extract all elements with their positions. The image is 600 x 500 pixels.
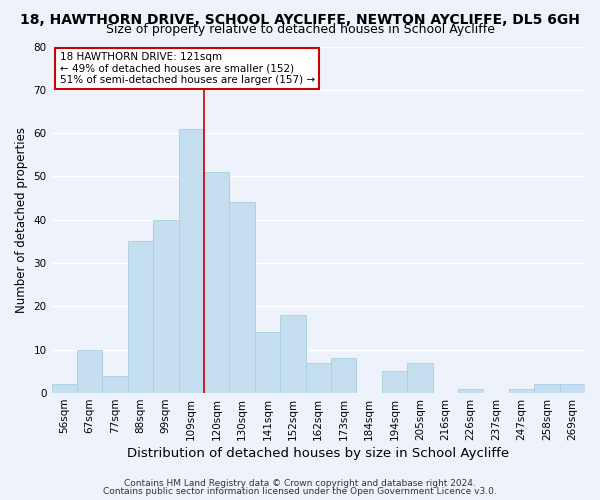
Text: 18, HAWTHORN DRIVE, SCHOOL AYCLIFFE, NEWTON AYCLIFFE, DL5 6GH: 18, HAWTHORN DRIVE, SCHOOL AYCLIFFE, NEW…: [20, 12, 580, 26]
Bar: [560, 384, 585, 393]
Bar: [103, 376, 128, 393]
Bar: [534, 384, 560, 393]
Bar: [153, 220, 179, 393]
Bar: [128, 242, 153, 393]
Text: Size of property relative to detached houses in School Aycliffe: Size of property relative to detached ho…: [106, 22, 494, 36]
Text: 18 HAWTHORN DRIVE: 121sqm
← 49% of detached houses are smaller (152)
51% of semi: 18 HAWTHORN DRIVE: 121sqm ← 49% of detac…: [59, 52, 314, 85]
X-axis label: Distribution of detached houses by size in School Aycliffe: Distribution of detached houses by size …: [127, 447, 509, 460]
Text: Contains HM Land Registry data © Crown copyright and database right 2024.: Contains HM Land Registry data © Crown c…: [124, 478, 476, 488]
Bar: [509, 388, 534, 393]
Bar: [407, 362, 433, 393]
Bar: [331, 358, 356, 393]
Bar: [52, 384, 77, 393]
Text: Contains public sector information licensed under the Open Government Licence v3: Contains public sector information licen…: [103, 487, 497, 496]
Y-axis label: Number of detached properties: Number of detached properties: [15, 127, 28, 313]
Bar: [305, 362, 331, 393]
Bar: [382, 372, 407, 393]
Bar: [77, 350, 103, 393]
Bar: [204, 172, 229, 393]
Bar: [179, 129, 204, 393]
Bar: [255, 332, 280, 393]
Bar: [458, 388, 484, 393]
Bar: [280, 315, 305, 393]
Bar: [229, 202, 255, 393]
